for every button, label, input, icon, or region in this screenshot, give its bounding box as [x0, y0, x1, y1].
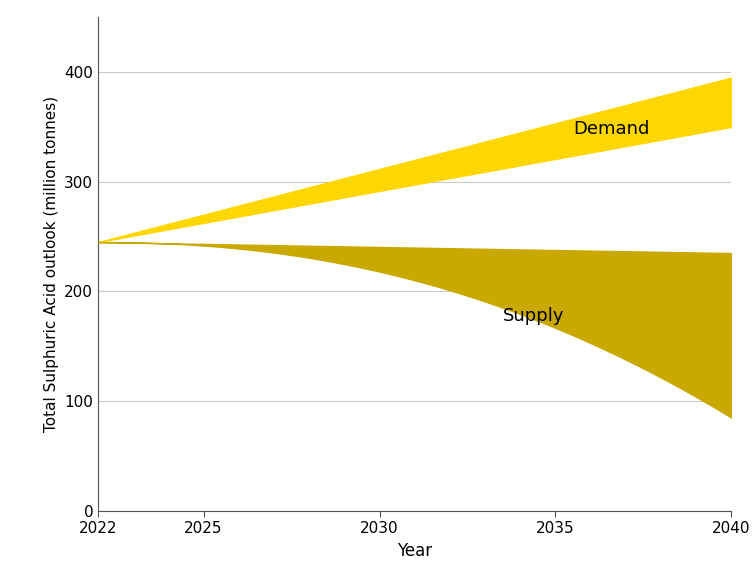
Text: Supply: Supply: [503, 307, 564, 325]
Text: Demand: Demand: [573, 120, 649, 138]
Y-axis label: Total Sulphuric Acid outlook (million tonnes): Total Sulphuric Acid outlook (million to…: [44, 96, 59, 432]
X-axis label: Year: Year: [397, 542, 432, 560]
